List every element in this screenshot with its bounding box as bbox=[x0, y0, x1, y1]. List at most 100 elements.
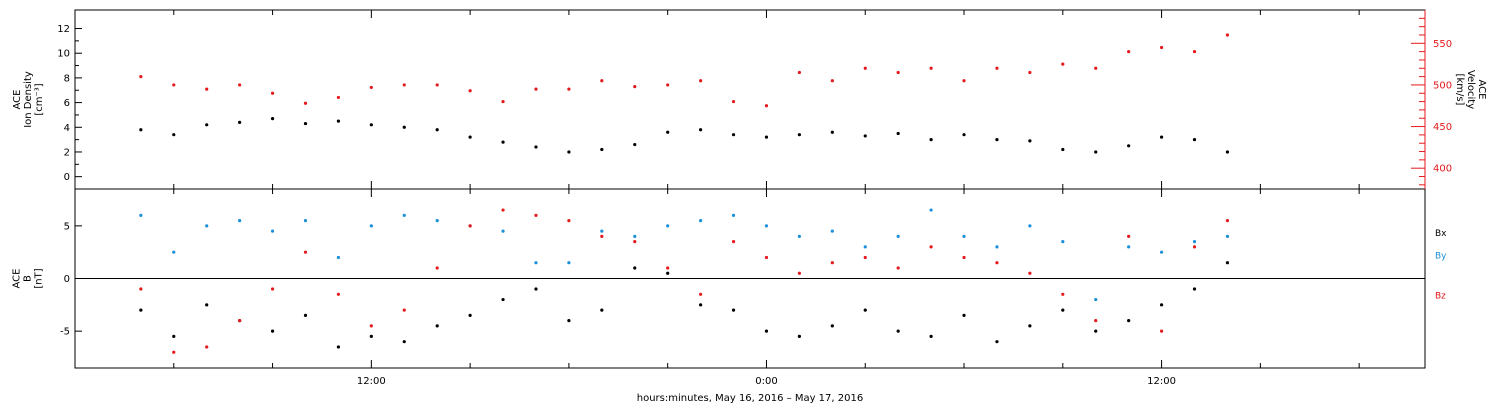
by-point bbox=[995, 245, 999, 249]
bx-point bbox=[1127, 319, 1131, 323]
bz-point bbox=[929, 245, 933, 249]
by-point bbox=[600, 229, 604, 233]
top-left-y-tick-label: 12 bbox=[57, 24, 70, 35]
bx-point bbox=[402, 340, 406, 344]
bz-point bbox=[139, 287, 143, 291]
density-point bbox=[764, 135, 769, 139]
bottom-y-tick-label: -5 bbox=[60, 327, 70, 338]
density-point bbox=[699, 128, 703, 132]
bz-point bbox=[764, 255, 769, 260]
bz-point bbox=[303, 250, 308, 254]
by-point bbox=[1094, 297, 1098, 302]
by-point bbox=[896, 234, 900, 238]
bz-point bbox=[369, 324, 373, 328]
velocity-point bbox=[666, 83, 670, 87]
bz-point bbox=[633, 240, 637, 244]
velocity-point bbox=[929, 66, 933, 70]
density-point bbox=[270, 117, 275, 121]
bz-point bbox=[600, 234, 604, 238]
velocity-point bbox=[238, 83, 242, 87]
top-right-y-tick-label: 450 bbox=[1433, 122, 1452, 133]
bz-point bbox=[896, 266, 900, 270]
bx-point bbox=[270, 329, 275, 333]
density-point bbox=[1225, 150, 1230, 154]
velocity-point bbox=[1159, 45, 1164, 50]
velocity-point bbox=[567, 87, 571, 91]
velocity-series bbox=[139, 33, 1230, 108]
density-point bbox=[1028, 139, 1032, 143]
by-point bbox=[139, 213, 143, 217]
bx-point bbox=[666, 271, 670, 275]
bz-point bbox=[1094, 319, 1098, 323]
velocity-point bbox=[336, 95, 341, 100]
bz-point bbox=[1159, 329, 1164, 333]
by-point bbox=[1159, 250, 1164, 254]
bx-point bbox=[534, 287, 538, 291]
bx-point bbox=[1159, 303, 1164, 307]
velocity-point bbox=[534, 87, 538, 91]
bz-point bbox=[666, 266, 670, 270]
density-point bbox=[830, 130, 834, 134]
bz-point bbox=[270, 287, 275, 291]
density-point bbox=[929, 138, 933, 142]
density-point bbox=[863, 134, 867, 138]
density-series bbox=[139, 117, 1230, 154]
bz-point bbox=[830, 261, 834, 265]
velocity-point bbox=[1127, 50, 1131, 54]
bz-point bbox=[863, 255, 867, 260]
by-point bbox=[1028, 224, 1032, 228]
by-point bbox=[435, 218, 439, 223]
density-point bbox=[369, 123, 373, 127]
bz-point bbox=[1028, 271, 1032, 275]
density-point bbox=[1094, 150, 1098, 154]
bz-point bbox=[1225, 218, 1230, 223]
x-tick-label: 12:00 bbox=[1147, 376, 1176, 387]
bz-point bbox=[534, 213, 538, 217]
density-point bbox=[303, 121, 308, 126]
by-point bbox=[205, 224, 209, 228]
bz-point bbox=[1127, 234, 1131, 238]
density-point bbox=[731, 133, 736, 137]
velocity-point bbox=[205, 87, 209, 91]
by-point bbox=[929, 208, 933, 212]
velocity-point bbox=[1028, 70, 1032, 75]
density-point bbox=[336, 119, 341, 123]
by-point bbox=[1061, 240, 1065, 244]
density-point bbox=[666, 130, 670, 134]
bx-point bbox=[303, 313, 308, 317]
density-point bbox=[435, 128, 439, 132]
by-point bbox=[270, 229, 275, 233]
bx-point bbox=[1192, 287, 1197, 291]
velocity-point bbox=[830, 79, 834, 83]
bz-point bbox=[402, 308, 406, 312]
density-point bbox=[1159, 135, 1164, 139]
velocity-point bbox=[303, 101, 308, 105]
velocity-point bbox=[797, 70, 801, 75]
bx-point bbox=[830, 324, 834, 328]
bx-point bbox=[962, 313, 966, 317]
by-point bbox=[567, 261, 571, 265]
velocity-point bbox=[402, 83, 406, 87]
bz-point bbox=[435, 266, 439, 270]
density-point bbox=[797, 133, 801, 137]
density-point bbox=[205, 123, 209, 127]
bx-point bbox=[863, 308, 867, 312]
top-right-y-tick-label: 500 bbox=[1433, 80, 1452, 91]
bx-point bbox=[139, 308, 143, 312]
velocity-point bbox=[369, 85, 373, 90]
velocity-point bbox=[1094, 66, 1098, 70]
bz-point bbox=[468, 224, 472, 228]
velocity-point bbox=[1225, 33, 1230, 37]
bz-point bbox=[995, 261, 999, 265]
top-right-y-tick-label: 400 bbox=[1433, 164, 1452, 175]
bz-point bbox=[501, 208, 505, 212]
legend-bx: Bx bbox=[1435, 229, 1447, 239]
density-point bbox=[600, 147, 604, 152]
density-point bbox=[995, 138, 999, 142]
x-tick-label: 12:00 bbox=[357, 376, 386, 387]
bz-point bbox=[1192, 245, 1197, 249]
bx-point bbox=[731, 308, 736, 312]
velocity-point bbox=[896, 70, 900, 75]
bx-point bbox=[369, 334, 373, 339]
bz-point bbox=[797, 271, 801, 275]
